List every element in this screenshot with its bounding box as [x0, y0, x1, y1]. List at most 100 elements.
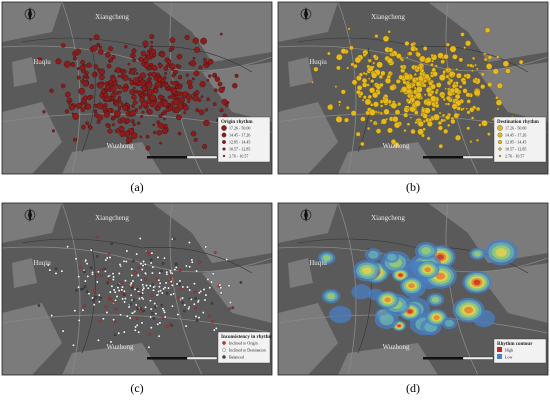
point	[139, 292, 143, 296]
point	[170, 323, 174, 327]
point	[149, 326, 153, 330]
point	[415, 52, 421, 58]
point	[139, 72, 146, 79]
point	[60, 83, 66, 89]
point	[458, 57, 464, 63]
legend-item: 12.85 - 14.45	[505, 140, 526, 145]
point	[371, 72, 378, 79]
point	[219, 291, 223, 295]
point	[183, 111, 187, 114]
point	[93, 64, 99, 69]
point	[139, 309, 143, 313]
point	[135, 252, 139, 256]
place-name: Wuzhong	[107, 142, 134, 150]
point	[361, 98, 365, 102]
point	[386, 57, 393, 64]
legend-item: Low	[505, 355, 512, 360]
point	[383, 108, 390, 115]
place-name: Wuzhong	[383, 142, 410, 150]
point	[141, 61, 146, 66]
point	[362, 53, 367, 57]
legend-marker	[222, 355, 226, 359]
point	[502, 60, 510, 67]
point	[130, 311, 134, 315]
point	[131, 67, 137, 73]
point	[166, 59, 172, 64]
point	[208, 314, 212, 318]
point	[83, 95, 88, 100]
map-panel: Xiangcheng Huqiu Wuzhong Origin rhythm17.26…	[1, 1, 273, 175]
point	[386, 74, 391, 80]
point	[163, 315, 167, 319]
point	[483, 57, 488, 62]
point	[387, 30, 391, 34]
point	[114, 307, 118, 311]
point	[172, 237, 176, 241]
point	[424, 107, 431, 114]
point	[475, 106, 481, 112]
light-area	[278, 203, 338, 243]
point	[153, 76, 158, 81]
point	[127, 62, 131, 66]
point	[438, 74, 446, 81]
point	[50, 314, 54, 317]
panel-label: (a)	[130, 180, 143, 194]
point	[143, 57, 149, 63]
point	[451, 83, 457, 89]
point	[93, 103, 98, 108]
point	[311, 80, 314, 84]
point	[133, 328, 137, 332]
point	[64, 91, 71, 98]
road	[2, 314, 272, 334]
panel-label: (b)	[406, 180, 420, 194]
point	[394, 109, 401, 115]
point	[134, 303, 138, 307]
point	[169, 37, 176, 43]
point	[190, 260, 194, 264]
point	[463, 73, 468, 78]
point	[430, 90, 435, 94]
point	[125, 249, 129, 253]
point	[97, 293, 101, 297]
point	[151, 271, 154, 275]
point	[340, 89, 346, 95]
point	[96, 235, 99, 239]
point	[425, 100, 432, 107]
point	[367, 94, 372, 100]
light-area	[478, 263, 548, 323]
contour-ring	[398, 273, 403, 277]
point	[135, 72, 139, 75]
point	[388, 47, 394, 53]
point	[208, 286, 212, 290]
point	[505, 68, 511, 74]
contour-ring	[433, 315, 440, 320]
light-area	[62, 142, 162, 174]
point	[447, 77, 451, 81]
point	[443, 128, 449, 134]
point	[118, 263, 122, 266]
legend-item: Inclined to Destination	[229, 348, 266, 353]
point	[422, 127, 426, 131]
point	[77, 319, 81, 322]
point	[469, 63, 473, 68]
light-area	[338, 142, 438, 174]
point	[452, 74, 455, 78]
point	[128, 77, 132, 82]
point	[495, 99, 503, 106]
road	[278, 45, 548, 72]
point	[93, 34, 100, 41]
point	[111, 117, 114, 121]
point	[129, 293, 133, 297]
point	[152, 53, 157, 58]
point	[68, 104, 75, 111]
point	[487, 132, 491, 136]
point	[122, 105, 128, 111]
point	[197, 316, 201, 319]
legend-box	[493, 116, 547, 163]
point	[340, 48, 347, 54]
point	[186, 94, 193, 101]
point	[152, 123, 155, 127]
point	[149, 261, 153, 265]
panel-label: (d)	[406, 381, 420, 395]
point	[413, 73, 417, 76]
